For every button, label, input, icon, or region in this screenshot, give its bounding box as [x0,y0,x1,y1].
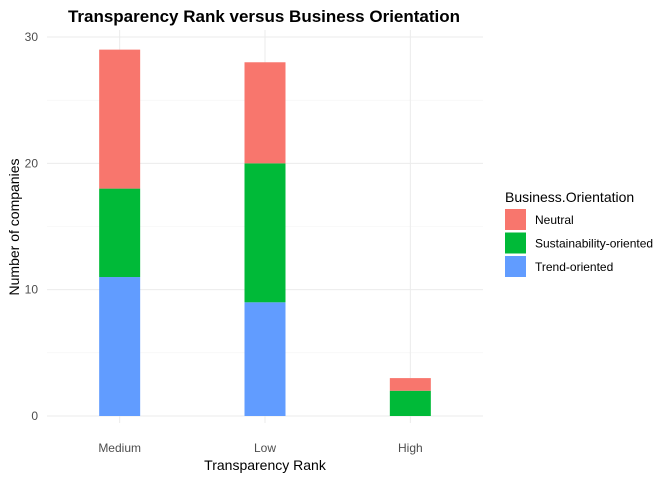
bar-segment [99,277,141,416]
y-axis-title: Number of companies [6,159,22,296]
y-tick-label: 20 [25,156,39,170]
bar-segment [244,163,286,303]
legend-swatch [505,256,526,277]
legend-swatch [505,232,526,254]
chart-title: Transparency Rank versus Business Orient… [68,7,460,26]
bar-segment [389,390,431,416]
legend: Business.Orientation Neutral Sustainabili… [505,189,653,277]
x-axis-ticks: Medium Low High [98,441,422,455]
x-axis-title: Transparency Rank [204,457,327,473]
legend-label: Neutral [535,213,574,227]
bar-segment [244,302,286,416]
x-tick-label: High [398,441,423,455]
bar-segment [99,188,141,278]
y-tick-label: 10 [25,283,39,297]
bar-segment [389,378,431,391]
legend-title: Business.Orientation [505,189,634,205]
x-tick-label: Medium [98,441,141,455]
bars [99,49,431,416]
legend-swatch [505,209,526,230]
x-tick-label: Low [254,441,276,455]
y-axis-ticks: 0 10 20 30 [25,30,39,423]
legend-label: Trend-oriented [535,260,613,274]
y-tick-label: 30 [25,30,39,44]
bar-segment [244,62,286,164]
bar-segment [99,49,141,189]
legend-label: Sustainability-oriented [535,237,653,251]
y-tick-label: 0 [31,409,38,423]
